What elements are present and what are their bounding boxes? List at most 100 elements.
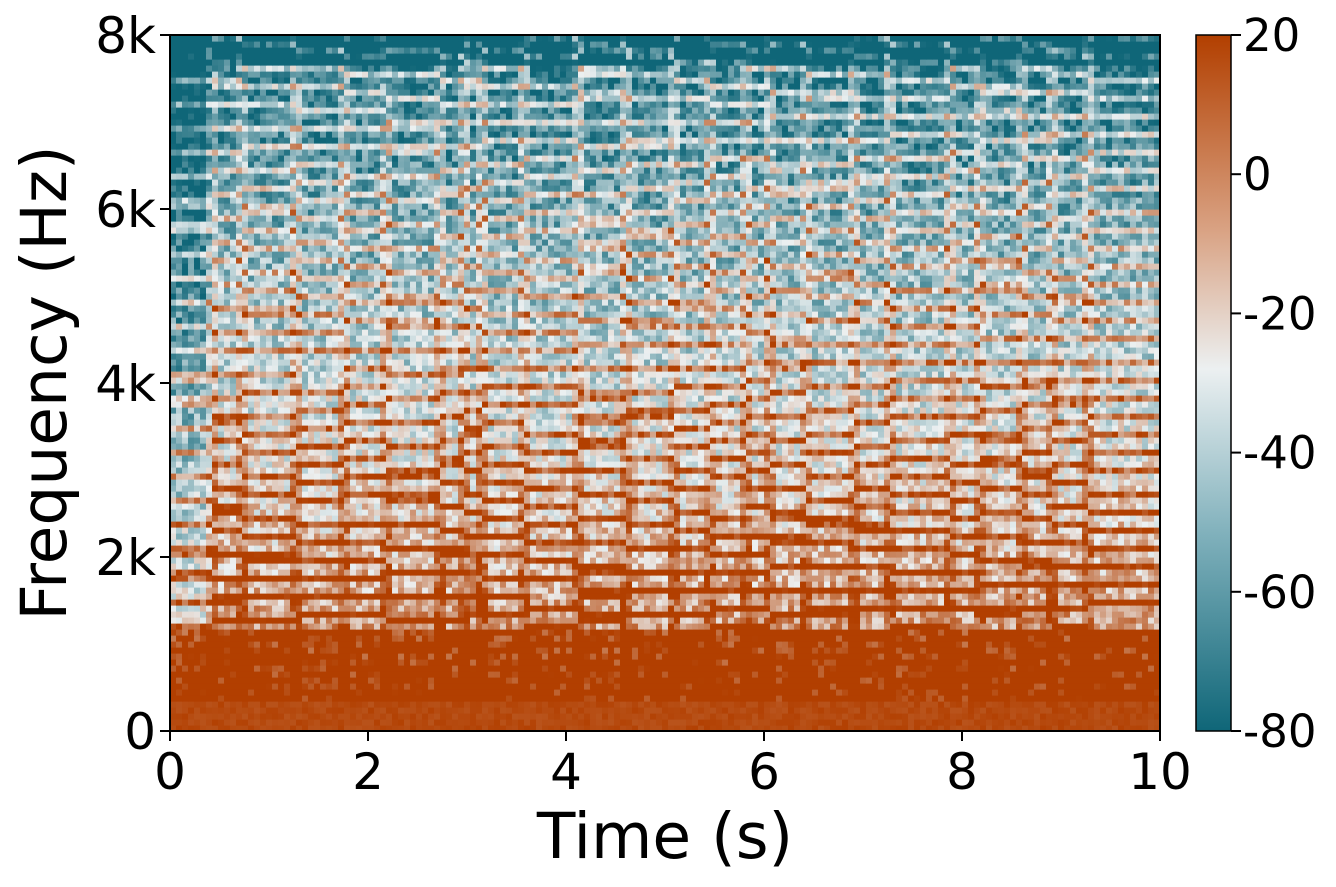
heatmap-cell xyxy=(218,677,225,684)
heatmap-cell xyxy=(710,701,717,708)
heatmap-cell xyxy=(344,677,351,684)
heatmap-cell xyxy=(242,599,249,606)
heatmap-cell xyxy=(794,617,801,624)
heatmap-cell xyxy=(1064,665,1071,672)
heatmap-cell xyxy=(1058,641,1065,648)
heatmap-cell xyxy=(1082,701,1089,708)
heatmap-cell xyxy=(638,689,645,696)
heatmap-cell xyxy=(326,563,333,570)
heatmap-cell xyxy=(914,623,921,630)
heatmap-cell xyxy=(1148,629,1155,636)
heatmap-cell xyxy=(704,581,711,588)
heatmap-cell xyxy=(872,689,879,696)
heatmap-cell xyxy=(746,557,753,564)
heatmap-cell xyxy=(704,623,711,630)
heatmap-cell xyxy=(362,599,369,606)
heatmap-cell xyxy=(488,605,495,612)
heatmap-cell xyxy=(428,593,435,600)
heatmap-cell xyxy=(506,581,513,588)
heatmap-cell xyxy=(344,599,351,606)
heatmap-cell xyxy=(650,671,657,678)
heatmap-cell xyxy=(332,725,339,731)
heatmap-cell xyxy=(554,653,561,660)
heatmap-cell xyxy=(1052,563,1059,570)
heatmap-cell xyxy=(380,623,387,630)
heatmap-cell xyxy=(176,551,183,558)
heatmap-cell xyxy=(980,689,987,696)
heatmap-cell xyxy=(704,599,711,606)
heatmap-cell xyxy=(1106,557,1113,564)
heatmap-cell xyxy=(428,641,435,648)
heatmap-cell xyxy=(1100,677,1107,684)
heatmap-cell xyxy=(620,665,627,672)
heatmap-cell xyxy=(440,647,447,654)
heatmap-cell xyxy=(938,677,945,684)
heatmap-cell xyxy=(704,575,711,582)
heatmap-cell xyxy=(272,563,279,570)
heatmap-cell xyxy=(218,659,225,666)
heatmap-cell xyxy=(710,605,717,612)
heatmap-cell xyxy=(740,623,747,630)
heatmap-cell xyxy=(1076,677,1083,684)
heatmap-cell xyxy=(536,611,543,618)
heatmap-cell xyxy=(212,593,219,600)
heatmap-cell xyxy=(308,581,315,588)
heatmap-cell xyxy=(638,569,645,576)
heatmap-cell xyxy=(656,671,663,678)
heatmap-cell xyxy=(716,689,723,696)
heatmap-cell xyxy=(230,695,237,702)
heatmap-cell xyxy=(764,587,771,594)
heatmap-cell xyxy=(494,677,501,684)
heatmap-cell xyxy=(770,689,777,696)
heatmap-cell xyxy=(578,575,585,582)
heatmap-cell xyxy=(806,611,813,618)
heatmap-cell xyxy=(866,551,873,558)
heatmap-cell xyxy=(404,611,411,618)
heatmap-cell xyxy=(1106,629,1113,636)
heatmap-cell xyxy=(1028,683,1035,690)
heatmap-cell xyxy=(1148,707,1155,714)
heatmap-cell xyxy=(824,557,831,564)
heatmap-cell xyxy=(674,707,681,714)
heatmap-cell xyxy=(1154,581,1160,588)
heatmap-cell xyxy=(800,569,807,576)
heatmap-cell xyxy=(392,605,399,612)
heatmap-cell xyxy=(272,629,279,636)
heatmap-cell xyxy=(536,665,543,672)
heatmap-cell xyxy=(986,563,993,570)
heatmap-cell xyxy=(368,593,375,600)
heatmap-cell xyxy=(836,581,843,588)
heatmap-cell xyxy=(734,605,741,612)
heatmap-cell xyxy=(710,671,717,678)
heatmap-cell xyxy=(182,623,189,630)
heatmap-cell xyxy=(662,575,669,582)
heatmap-cell xyxy=(656,599,663,606)
heatmap-cell xyxy=(260,569,267,576)
heatmap-cell xyxy=(470,707,477,714)
heatmap-cell xyxy=(866,719,873,726)
heatmap-cell xyxy=(218,695,225,702)
heatmap-cell xyxy=(422,635,429,642)
heatmap-cell xyxy=(602,725,609,731)
heatmap-cell xyxy=(830,659,837,666)
heatmap-cell xyxy=(410,581,417,588)
heatmap-cell xyxy=(890,629,897,636)
heatmap-cell xyxy=(728,707,735,714)
heatmap-cell xyxy=(458,713,465,720)
heatmap-cell xyxy=(992,575,999,582)
heatmap-cell xyxy=(692,617,699,624)
heatmap-cell xyxy=(1052,707,1059,714)
heatmap-cell xyxy=(812,689,819,696)
heatmap-cell xyxy=(182,551,189,558)
heatmap-cell xyxy=(998,623,1005,630)
heatmap-cell xyxy=(410,605,417,612)
heatmap-cell xyxy=(1130,623,1137,630)
heatmap-cell xyxy=(620,557,627,564)
heatmap-cell xyxy=(332,647,339,654)
heatmap-cell xyxy=(596,575,603,582)
heatmap-cell xyxy=(650,725,657,731)
heatmap-cell xyxy=(836,677,843,684)
heatmap-cell xyxy=(584,725,591,731)
heatmap-cell xyxy=(632,581,639,588)
